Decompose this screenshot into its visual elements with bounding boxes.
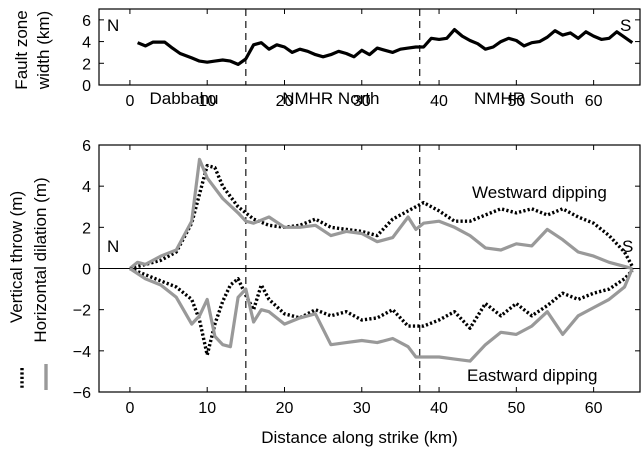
x-tick-label: 20 — [276, 93, 294, 110]
x-tick-label: 60 — [585, 93, 603, 110]
x-tick-label: 30 — [353, 93, 371, 110]
x-tick-label: 50 — [507, 93, 525, 110]
x-tick-label: 10 — [198, 93, 216, 110]
x-tick-label: 40 — [430, 400, 448, 417]
bottom-north-label: N — [107, 237, 119, 256]
x-tick-label: 0 — [125, 93, 134, 110]
x-tick-label: 40 — [430, 93, 448, 110]
y-tick-label: −4 — [73, 344, 91, 361]
y-tick-label: 0 — [82, 262, 91, 279]
bottom-south-label: S — [622, 237, 633, 256]
y-tick-label: 0 — [82, 78, 91, 95]
top-plot-frame — [98, 8, 641, 86]
bottom-ylabel-line2: Horizontal dilation (m) — [31, 177, 50, 342]
segment-label-dabbahu: Dabbahu — [150, 89, 219, 108]
series-line-0 — [129, 163, 634, 271]
x-tick-label: 60 — [585, 400, 603, 417]
x-tick-label: 30 — [353, 400, 371, 417]
x-tick-label: 0 — [125, 400, 134, 417]
series-line-0 — [136, 28, 634, 67]
top-north-label: N — [107, 16, 119, 35]
x-tick-label: 50 — [507, 400, 525, 417]
y-tick-label: −6 — [73, 385, 91, 402]
eastward-dipping-label: Eastward dipping — [467, 366, 597, 385]
segment-label-nmhr-south: NMHR South — [474, 89, 574, 108]
top-ylabel-line2: width (km) — [34, 11, 53, 90]
westward-dipping-label: Westward dipping — [472, 183, 607, 202]
top-south-label: S — [620, 16, 631, 35]
fault-width-panel: 0 10 20 30 40 50 60 0 2 4 6 N S Dabbahu NMHR North… — [12, 8, 641, 110]
bottom-ylabel-line1: Vertical throw (m) — [7, 191, 26, 323]
bottom-xlabel: Distance along strike (km) — [261, 428, 458, 447]
y-tick-label: 2 — [82, 56, 91, 73]
segment-label-nmhr-north: NMHR North — [282, 89, 379, 108]
x-tick-label: 10 — [198, 400, 216, 417]
y-tick-label: 6 — [82, 13, 91, 30]
series-line-1 — [128, 157, 633, 271]
y-tick-label: 6 — [82, 138, 91, 155]
y-tick-label: 4 — [82, 179, 91, 196]
x-tick-label: 20 — [276, 400, 294, 417]
throw-dilation-panel: 0 10 20 30 40 50 60 −6 −4 −2 0 2 4 6 N S Westward dip… — [7, 138, 641, 447]
top-ylabel-line1: Fault zone — [12, 10, 31, 89]
y-tick-label: 2 — [82, 220, 91, 237]
y-tick-label: −2 — [73, 303, 91, 320]
series-line-3 — [129, 267, 634, 363]
y-tick-label: 4 — [82, 35, 91, 52]
series-line-2 — [129, 266, 634, 357]
